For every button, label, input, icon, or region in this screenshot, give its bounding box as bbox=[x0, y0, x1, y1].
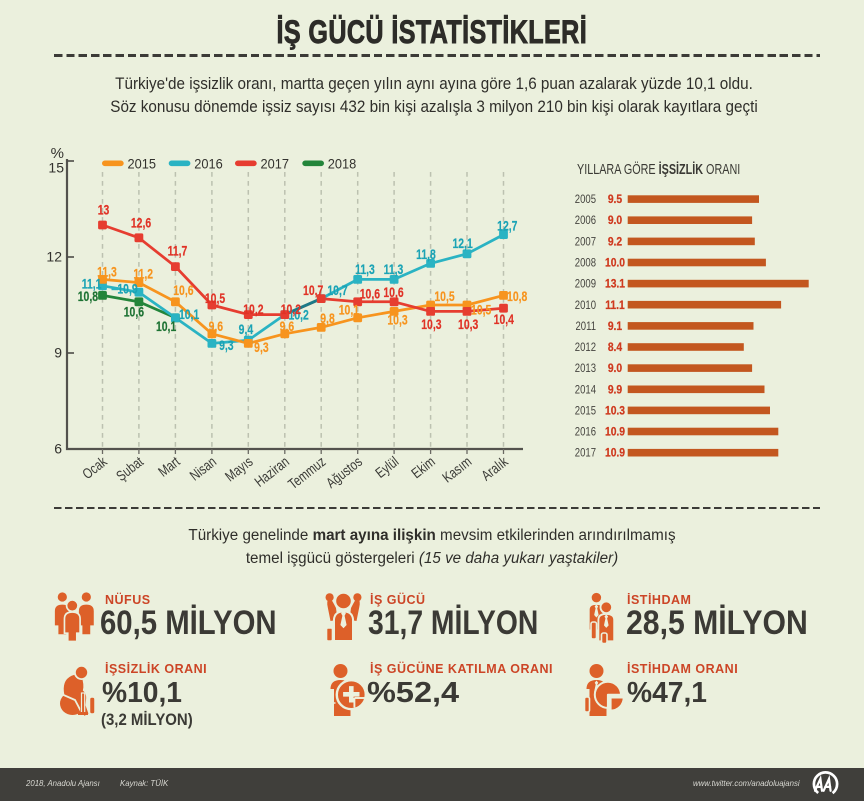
svg-text:10,3: 10,3 bbox=[458, 316, 478, 332]
svg-text:10.9: 10.9 bbox=[605, 447, 625, 460]
svg-text:2017: 2017 bbox=[575, 447, 596, 460]
svg-text:10,2: 10,2 bbox=[243, 302, 263, 318]
svg-text:Temmuz: Temmuz bbox=[285, 453, 329, 492]
svg-text:10,3: 10,3 bbox=[387, 312, 407, 328]
svg-text:Eylül: Eylül bbox=[372, 453, 402, 481]
svg-text:2012: 2012 bbox=[575, 341, 596, 354]
svg-text:2015: 2015 bbox=[575, 405, 596, 418]
svg-text:9.0: 9.0 bbox=[608, 215, 622, 228]
svg-text:9.5: 9.5 bbox=[608, 193, 622, 206]
svg-text:2006: 2006 bbox=[575, 214, 596, 227]
svg-text:11,3: 11,3 bbox=[384, 262, 404, 278]
svg-text:10,7: 10,7 bbox=[327, 283, 347, 299]
svg-text:10,8: 10,8 bbox=[78, 288, 98, 304]
svg-text:11,3: 11,3 bbox=[355, 262, 375, 278]
svg-text:2007: 2007 bbox=[575, 236, 596, 249]
svg-text:9,8: 9,8 bbox=[320, 310, 335, 326]
svg-text:10,3: 10,3 bbox=[421, 316, 441, 332]
svg-text:%: % bbox=[51, 145, 64, 162]
svg-text:10,2: 10,2 bbox=[281, 302, 301, 318]
svg-text:2016: 2016 bbox=[575, 426, 596, 439]
svg-text:Mart: Mart bbox=[155, 453, 183, 480]
svg-text:Haziran: Haziran bbox=[251, 453, 292, 490]
svg-text:Ekim: Ekim bbox=[408, 453, 438, 482]
svg-text:9.9: 9.9 bbox=[608, 384, 622, 397]
svg-text:10,5: 10,5 bbox=[434, 288, 454, 304]
svg-text:10,6: 10,6 bbox=[173, 282, 193, 298]
svg-text:11,8: 11,8 bbox=[416, 247, 436, 263]
svg-text:Aralık: Aralık bbox=[478, 453, 511, 484]
svg-text:9,4: 9,4 bbox=[239, 321, 254, 337]
svg-text:10,4: 10,4 bbox=[494, 311, 514, 327]
svg-text:6: 6 bbox=[54, 441, 62, 457]
svg-text:11.1: 11.1 bbox=[605, 299, 625, 312]
svg-text:11,3: 11,3 bbox=[97, 264, 117, 280]
svg-text:10,7: 10,7 bbox=[303, 283, 323, 299]
svg-text:9,6: 9,6 bbox=[280, 318, 295, 334]
svg-text:13.1: 13.1 bbox=[605, 278, 625, 291]
svg-text:10,1: 10,1 bbox=[179, 307, 199, 323]
svg-text:9,6: 9,6 bbox=[209, 318, 224, 334]
svg-text:2008: 2008 bbox=[575, 257, 596, 270]
svg-text:Nisan: Nisan bbox=[186, 453, 219, 484]
svg-text:9.2: 9.2 bbox=[608, 236, 622, 249]
svg-text:12,6: 12,6 bbox=[131, 215, 151, 231]
svg-text:15: 15 bbox=[48, 160, 64, 176]
svg-text:10.9: 10.9 bbox=[605, 426, 625, 439]
svg-text:12,7: 12,7 bbox=[497, 218, 517, 234]
svg-text:Mayıs: Mayıs bbox=[222, 453, 256, 485]
svg-text:8.4: 8.4 bbox=[608, 341, 623, 354]
svg-text:2010: 2010 bbox=[575, 299, 596, 312]
svg-text:10,6: 10,6 bbox=[360, 286, 380, 302]
svg-text:10.0: 10.0 bbox=[605, 257, 625, 270]
svg-text:Şubat: Şubat bbox=[113, 453, 147, 485]
svg-text:10,8: 10,8 bbox=[507, 289, 527, 305]
svg-text:9.0: 9.0 bbox=[608, 362, 622, 375]
svg-text:10.3: 10.3 bbox=[605, 405, 625, 418]
svg-text:9,3: 9,3 bbox=[219, 338, 234, 354]
svg-text:9: 9 bbox=[54, 345, 62, 361]
svg-text:13: 13 bbox=[98, 202, 110, 218]
svg-text:12,1: 12,1 bbox=[452, 236, 472, 252]
svg-text:10,6: 10,6 bbox=[124, 304, 144, 320]
svg-text:2015: 2015 bbox=[128, 156, 157, 171]
svg-text:11,7: 11,7 bbox=[168, 243, 188, 259]
svg-text:10,6: 10,6 bbox=[383, 284, 403, 300]
svg-text:10,5: 10,5 bbox=[205, 290, 225, 306]
svg-text:Ocak: Ocak bbox=[79, 453, 110, 483]
svg-text:9,3: 9,3 bbox=[254, 340, 269, 356]
svg-text:2009: 2009 bbox=[575, 278, 596, 291]
svg-text:2017: 2017 bbox=[261, 156, 290, 171]
svg-text:2013: 2013 bbox=[575, 362, 596, 375]
svg-text:2014: 2014 bbox=[575, 384, 596, 397]
svg-text:10,1: 10,1 bbox=[339, 302, 359, 318]
svg-text:10,5: 10,5 bbox=[471, 302, 491, 318]
svg-text:12: 12 bbox=[46, 249, 62, 265]
svg-text:10,1: 10,1 bbox=[156, 318, 176, 334]
svg-text:2016: 2016 bbox=[194, 156, 223, 171]
svg-text:2011: 2011 bbox=[576, 320, 597, 333]
svg-text:2005: 2005 bbox=[575, 193, 596, 206]
svg-text:Ağustos: Ağustos bbox=[323, 453, 366, 492]
svg-text:Kasım: Kasım bbox=[439, 453, 475, 486]
svg-text:11,2: 11,2 bbox=[133, 266, 153, 282]
svg-text:11,1: 11,1 bbox=[82, 276, 102, 292]
svg-text:2018: 2018 bbox=[328, 156, 357, 171]
svg-text:10,2: 10,2 bbox=[289, 307, 309, 323]
svg-text:10,9: 10,9 bbox=[117, 281, 137, 297]
svg-text:9.1: 9.1 bbox=[608, 320, 622, 333]
